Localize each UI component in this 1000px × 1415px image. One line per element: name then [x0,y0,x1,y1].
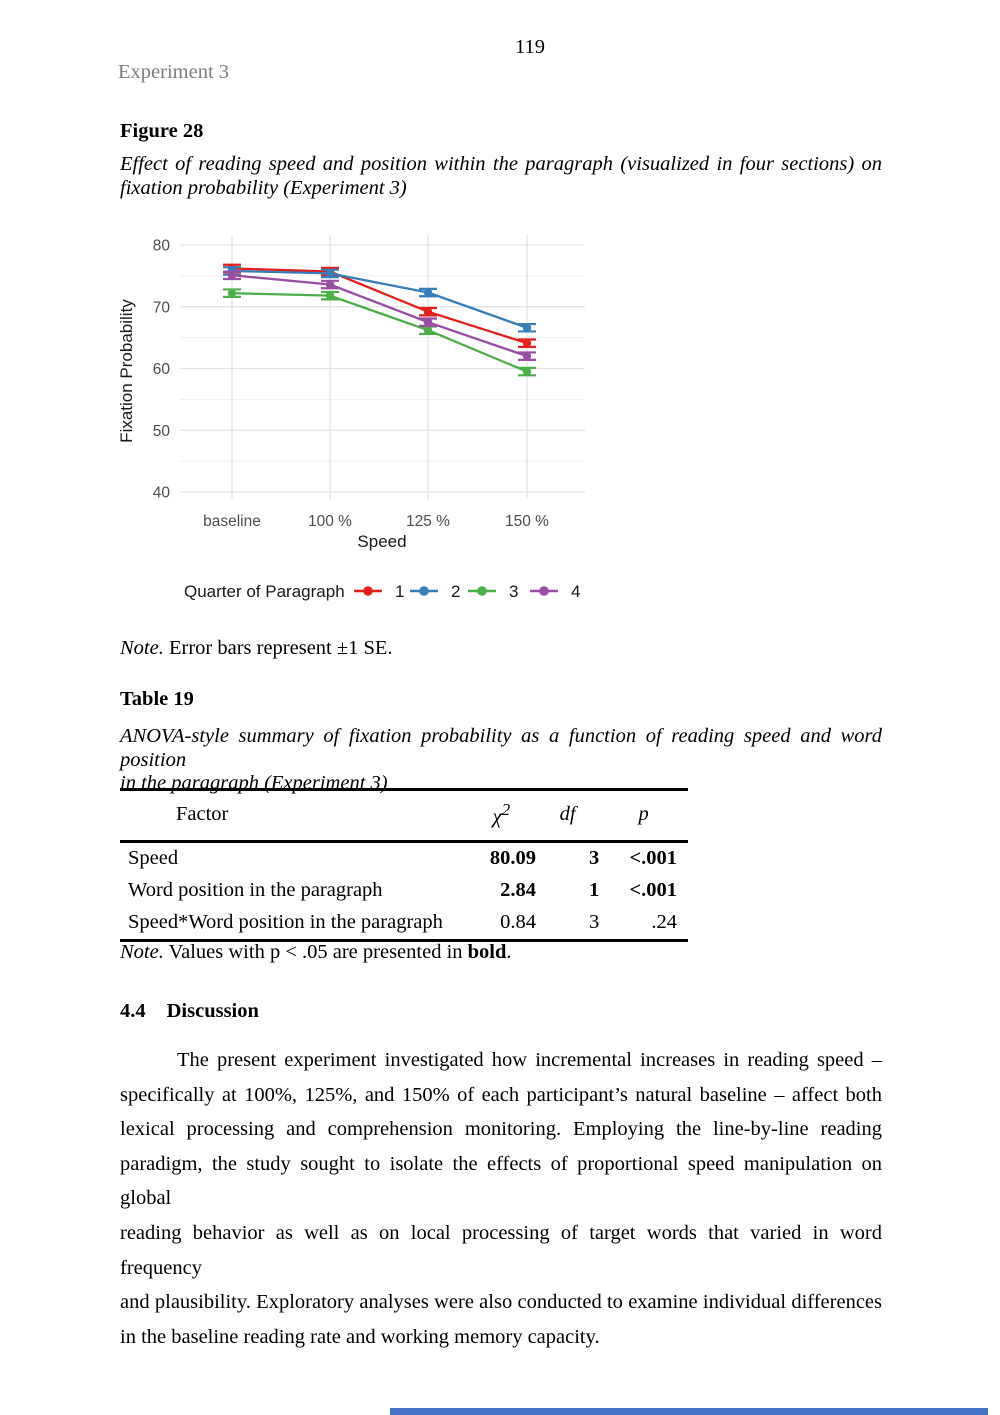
cell-df: 3 [589,910,600,933]
body-line: reading behavior as well as on local pro… [120,1221,882,1279]
note-text: Values with p < .05 are presented in [163,941,468,963]
running-head: Experiment 3 [118,61,230,83]
cell-factor: Word position in the paragraph [128,878,383,901]
svg-text:80: 80 [153,238,171,255]
figure-caption-line: Effect of reading speed and position wit… [120,153,882,175]
header-df: df [559,802,576,825]
section-number: 4.4 [120,1000,146,1022]
cell-df: 3 [589,846,600,869]
table-label: Table 19 [120,688,194,710]
svg-text:baseline: baseline [203,513,261,530]
svg-text:2: 2 [451,582,460,601]
table-note: Note. Values with p < .05 are presented … [120,941,512,964]
svg-text:4: 4 [571,582,580,601]
line-chart-svg: 40 50 60 70 80 baseline 100 % 125 % 150 % Speed Fi… [117,235,585,601]
anova-table: Factor χ2 df p Speed 80.09 3 <.001 Word … [120,788,688,942]
table-caption: ANOVA-style summary of fixation probabil… [120,725,882,796]
figure-note: Note. Error bars represent ±1 SE. [120,637,393,660]
note-bold-word: bold [467,941,507,963]
cell-factor: Speed*Word position in the paragraph [128,910,443,933]
body-line: and plausibility. Exploratory analyses w… [120,1291,882,1314]
svg-text:40: 40 [153,485,171,502]
svg-text:Quarter of Paragraph: Quarter of Paragraph [184,582,345,601]
figure-label: Figure 28 [120,120,204,142]
cell-p: .24 [651,910,677,933]
svg-text:Fixation Probability: Fixation Probability [118,299,136,443]
svg-text:125 %: 125 % [406,513,450,530]
svg-text:150 %: 150 % [505,513,549,530]
table-row: Word position in the paragraph 2.84 1 <.… [120,875,688,907]
note-text: . [506,941,512,963]
figure-caption: Effect of reading speed and position wit… [120,153,882,200]
svg-text:Speed: Speed [357,532,406,551]
note-label: Note. [120,637,164,659]
svg-text:3: 3 [509,582,518,601]
svg-text:60: 60 [153,361,171,378]
cell-p: <.001 [629,878,677,901]
body-line: paradigm, the study sought to isolate th… [120,1152,882,1210]
body-line: in the baseline reading rate and working… [120,1325,600,1348]
page-number: 119 [515,36,545,58]
cell-chi2: 0.84 [500,910,537,933]
body-line: lexical processing and comprehension mon… [120,1118,882,1141]
cell-p: <.001 [629,846,677,869]
horizontal-scrollbar-thumb[interactable] [390,1408,988,1415]
header-chi-squared: χ2 [492,800,511,828]
svg-text:1: 1 [395,582,404,601]
body-line: The present experiment investigated how … [177,1049,882,1071]
figure-caption-line: fixation probability (Experiment 3) [120,176,407,199]
cell-factor: Speed [128,846,179,869]
header-factor: Factor [176,802,229,825]
svg-text:50: 50 [153,423,171,440]
note-label: Note. [120,941,164,963]
cell-df: 1 [589,878,600,901]
section-title: Discussion [166,1000,259,1022]
note-text: Error bars represent ±1 SE. [163,637,393,659]
table-caption-line: ANOVA-style summary of fixation probabil… [120,725,882,771]
svg-text:70: 70 [153,299,171,316]
discussion-paragraph: The present experiment investigated how … [120,1043,882,1354]
table-row: Speed 80.09 3 <.001 [120,841,688,875]
table-row: Speed*Word position in the paragraph 0.8… [120,907,688,941]
svg-text:100 %: 100 % [308,513,352,530]
header-p: p [638,802,649,825]
section-heading: 4.4 Discussion [120,1000,259,1023]
fixation-probability-chart: 40 50 60 70 80 baseline 100 % 125 % 150 % Speed Fi… [117,233,588,608]
table-header-row: Factor χ2 df p [120,790,688,842]
body-line: specifically at 100%, 125%, and 150% of … [120,1083,882,1106]
cell-chi2: 2.84 [500,878,537,901]
cell-chi2: 80.09 [489,846,537,869]
